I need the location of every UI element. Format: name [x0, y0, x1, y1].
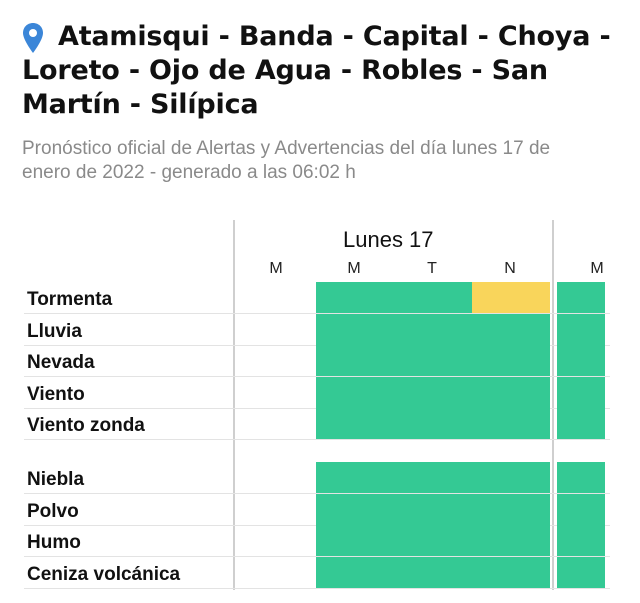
alert-level-cell-green — [316, 282, 394, 313]
alert-level-cell-green — [472, 493, 550, 525]
alert-row: Nevada — [0, 345, 640, 378]
alert-level-cell-green — [394, 556, 472, 588]
alert-level-cell-green — [316, 376, 394, 408]
alert-level-cell-green — [394, 493, 472, 525]
row-separator — [24, 556, 610, 558]
alert-type-label: Ceniza volcánica — [27, 563, 181, 585]
alert-level-cell-green — [472, 462, 550, 493]
day-label: Lunes 17 — [343, 227, 434, 252]
alert-row: Humo — [0, 525, 640, 558]
period-label: M — [269, 260, 283, 277]
alert-level-cell-green — [472, 556, 550, 588]
period-label: M — [347, 260, 361, 277]
alert-level-cell-green — [557, 462, 605, 493]
alert-type-label: Polvo — [27, 500, 79, 522]
alert-type-label: Viento — [27, 383, 85, 405]
alert-level-cell-green — [472, 408, 550, 440]
alert-level-cell-green — [394, 462, 472, 493]
row-separator — [24, 524, 610, 526]
alert-level-cell-green — [316, 408, 394, 440]
day-divider-end — [552, 220, 554, 590]
alert-row: Viento zonda — [0, 408, 640, 441]
period-label: T — [427, 260, 437, 277]
alert-level-cell-green — [394, 313, 472, 345]
header: Atamisqui - Banda - Capital - Choya - Lo… — [22, 20, 622, 185]
alert-level-cell-green — [316, 556, 394, 588]
map-pin-icon — [23, 23, 43, 53]
alert-level-cell-green — [557, 345, 605, 377]
alert-level-cell-green — [472, 525, 550, 557]
alert-level-cell-green — [472, 345, 550, 377]
row-separator — [24, 493, 610, 494]
alert-row: Polvo — [0, 493, 640, 526]
alert-level-cell-green — [557, 282, 605, 313]
alert-level-cell-green — [557, 525, 605, 557]
alert-type-label: Nevada — [27, 352, 95, 374]
row-separator — [24, 313, 610, 314]
alert-schedule-grid: Lunes 17 M M T N M Tormenta Lluvia Nevada V… — [0, 220, 640, 603]
alert-level-cell-green — [394, 525, 472, 557]
alert-level-cell-green — [316, 462, 394, 493]
alert-row: Tormenta — [0, 282, 640, 314]
row-separator — [24, 407, 610, 409]
alert-level-cell-green — [394, 345, 472, 377]
alert-row: Viento — [0, 376, 640, 409]
alert-type-label: Niebla — [27, 469, 85, 490]
alert-type-label: Lluvia — [27, 320, 82, 342]
alert-type-label: Humo — [27, 532, 81, 554]
alert-level-cell-green — [472, 376, 550, 408]
alert-level-cell-green — [557, 408, 605, 440]
alert-level-cell-green — [316, 313, 394, 345]
alert-row: Ceniza volcánica — [0, 556, 640, 589]
period-label: M — [590, 260, 604, 277]
alert-level-cell-green — [316, 493, 394, 525]
row-separator — [24, 376, 610, 378]
alert-level-cell-green — [557, 556, 605, 588]
alert-type-label: Tormenta — [27, 289, 113, 310]
row-separator — [24, 587, 610, 589]
alert-level-cell-yellow — [472, 282, 550, 313]
alert-level-cell-green — [472, 313, 550, 345]
page-title: Atamisqui - Banda - Capital - Choya - Lo… — [22, 21, 611, 120]
alert-level-cell-green — [316, 345, 394, 377]
alert-level-cell-green — [394, 408, 472, 440]
alert-type-label: Viento zonda — [27, 415, 145, 437]
alert-level-cell-green — [394, 376, 472, 408]
alert-level-cell-green — [394, 282, 472, 313]
alert-level-cell-green — [557, 376, 605, 408]
day-divider-start — [233, 220, 235, 590]
alert-level-cell-green — [316, 525, 394, 557]
row-separator — [24, 439, 610, 441]
alert-level-cell-green — [557, 313, 605, 345]
alert-row: Lluvia — [0, 313, 640, 346]
forecast-subtitle: Pronóstico oficial de Alertas y Adverten… — [22, 138, 551, 183]
row-separator — [24, 344, 610, 346]
alert-row: Niebla — [0, 462, 640, 494]
alert-level-cell-green — [557, 493, 605, 525]
period-label: N — [504, 260, 516, 277]
